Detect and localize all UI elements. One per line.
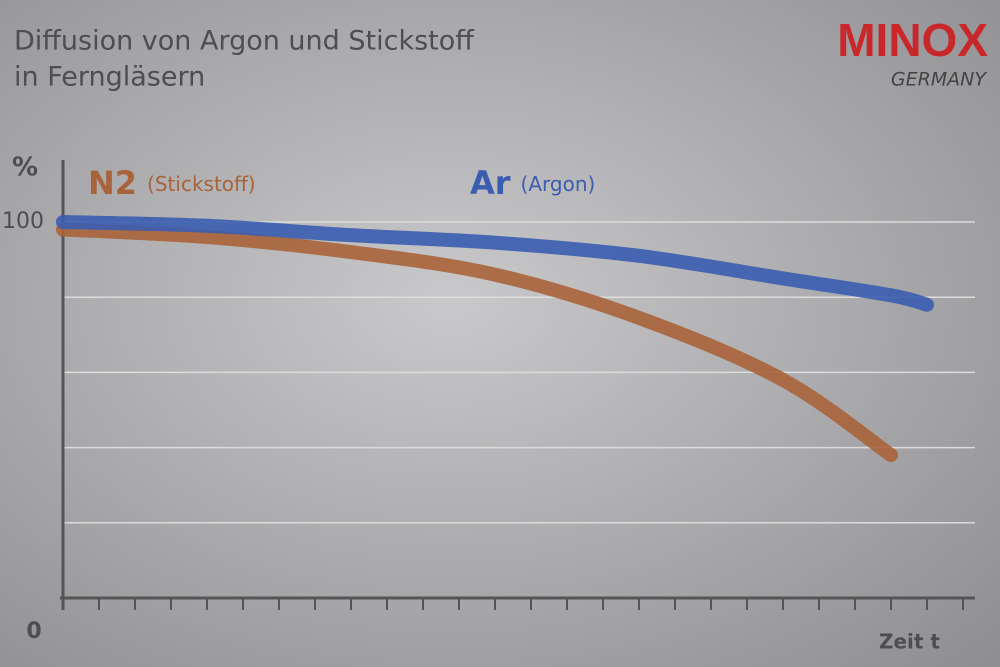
legend-detail: (Argon)	[521, 172, 596, 196]
legend-name: Ar	[470, 164, 511, 202]
legend-label: Ar (Argon)	[470, 164, 595, 202]
legend-name: N2	[88, 164, 137, 202]
series-line	[56, 215, 934, 312]
y-axis-label: %	[12, 153, 38, 183]
x-axis-label: Zeit t	[879, 630, 940, 654]
chart-title: Diffusion von Argon und Stickstoff	[14, 26, 475, 57]
legend: N2 (Stickstoff) Ar (Argon)	[88, 164, 595, 202]
legend-detail: (Stickstoff)	[147, 172, 256, 196]
series-line	[56, 222, 898, 463]
brand-name: MINOX	[837, 14, 988, 66]
legend-label: N2 (Stickstoff)	[88, 164, 256, 202]
chart-title: in Ferngläsern	[14, 62, 205, 93]
y-tick-label: 0	[26, 619, 41, 644]
brand-sub: GERMANY	[891, 69, 988, 91]
y-tick-label: 100	[2, 209, 44, 234]
